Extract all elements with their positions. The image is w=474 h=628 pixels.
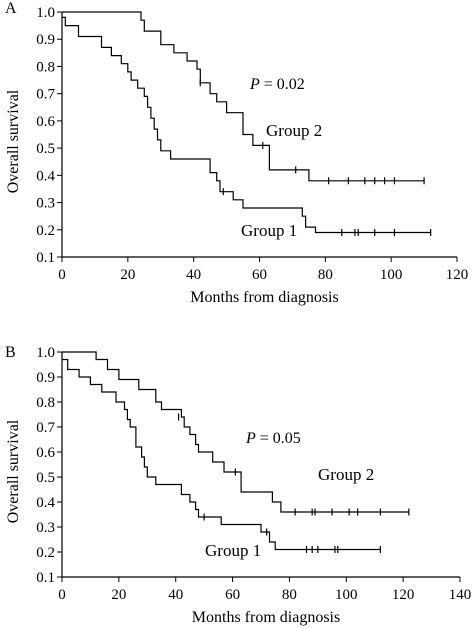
panel-b-group-2-label: Group 2 xyxy=(318,465,374,484)
panel-a-y-tick-label: 0.2 xyxy=(36,223,55,239)
panel-b-x-tick-label: 100 xyxy=(335,587,358,603)
panel-a-chart: 0.1 0.2 0.3 0.4 0.5 0.6 0.7 0.8 0.9 1.0 0 20 40 60 80 1… xyxy=(5,0,468,306)
panel-a-label: A xyxy=(5,0,17,17)
panel-b-y-tick-label: 0.2 xyxy=(36,545,55,561)
panel-a-x-tick-label: 60 xyxy=(252,267,267,283)
panel-b-y-tick-label: 0.4 xyxy=(36,495,55,511)
panel-b-p-value: = 0.05 xyxy=(260,430,301,447)
panel-b-chart: 0.1 0.2 0.3 0.4 0.5 0.6 0.7 0.8 0.9 1.0 0 20 40 60 80 1… xyxy=(5,344,471,626)
panel-a-x-tick-label: 100 xyxy=(380,267,403,283)
panel-b-label: B xyxy=(5,344,16,361)
panel-b-y-tick-label: 0.1 xyxy=(36,570,55,586)
panel-a-group-1-survival-curve xyxy=(62,16,431,234)
panel-b-group-2-survival-curve xyxy=(62,351,409,513)
panel-b-y-tick-label: 0.8 xyxy=(36,395,55,411)
panel-a-p-value-annotation: P = 0.02 xyxy=(249,76,305,93)
panel-b-x-tick-label: 40 xyxy=(168,587,183,603)
panel-a-x-tick-label: 40 xyxy=(186,267,201,283)
panel-b-x-tick-label: 120 xyxy=(392,587,415,603)
panel-a-x-tick-label: 0 xyxy=(58,267,66,283)
panel-b-group-1-label: Group 1 xyxy=(205,541,261,560)
panel-b-y-tick-label: 1.0 xyxy=(36,345,55,361)
panel-b-group-1-survival-curve xyxy=(62,358,381,551)
panel-a-y-tick-label: 0.1 xyxy=(36,250,55,266)
panel-b-p-symbol: P xyxy=(245,430,256,447)
panel-b-y-tick-label: 0.3 xyxy=(36,520,55,536)
panel-a-y-tick-label: 0.3 xyxy=(36,196,55,212)
panel-b-x-tick-label: 80 xyxy=(282,587,297,603)
panel-b-y-tick-label: 0.9 xyxy=(36,370,55,386)
panel-a-y-tick-label: 0.5 xyxy=(36,141,55,157)
panel-a-y-tick-label: 0.4 xyxy=(36,168,55,184)
panel-a-p-value: = 0.02 xyxy=(264,76,305,93)
panel-b-x-tick-label: 0 xyxy=(58,587,66,603)
panel-a-p-symbol: P xyxy=(249,76,260,93)
panel-a-y-axis-label: Overall survival xyxy=(5,89,22,193)
panel-a-x-tick-label: 120 xyxy=(446,267,469,283)
panel-a-x-tick-label: 80 xyxy=(318,267,333,283)
panel-b-y-tick-label: 0.7 xyxy=(36,420,55,436)
panel-a-y-tick-label: 0.9 xyxy=(36,32,55,48)
panel-a-y-tick-label: 0.6 xyxy=(36,114,55,130)
panel-a-group-1-label: Group 1 xyxy=(241,221,297,240)
panel-a-x-tick-label: 20 xyxy=(120,267,135,283)
panel-a-y-tick-label: 1.0 xyxy=(36,5,55,21)
panel-b-x-axis-label: Months from diagnosis xyxy=(192,609,340,626)
panel-b-y-axis-label: Overall survival xyxy=(5,419,22,523)
panel-b-y-tick-label: 0.6 xyxy=(36,445,55,461)
panel-a-y-tick-label: 0.7 xyxy=(36,87,55,103)
panel-b-x-tick-label: 20 xyxy=(111,587,126,603)
panel-a-y-tick-label: 0.8 xyxy=(36,59,55,75)
panel-b-x-tick-label: 140 xyxy=(449,587,472,603)
panel-b-p-value-annotation: P = 0.05 xyxy=(245,430,301,447)
panel-a-group-2-label: Group 2 xyxy=(266,121,322,140)
panel-a-group-2-survival-curve xyxy=(62,11,425,182)
panel-b-y-tick-label: 0.5 xyxy=(36,470,55,486)
panel-a-x-axis-label: Months from diagnosis xyxy=(190,289,338,306)
panel-b-x-tick-label: 60 xyxy=(225,587,240,603)
